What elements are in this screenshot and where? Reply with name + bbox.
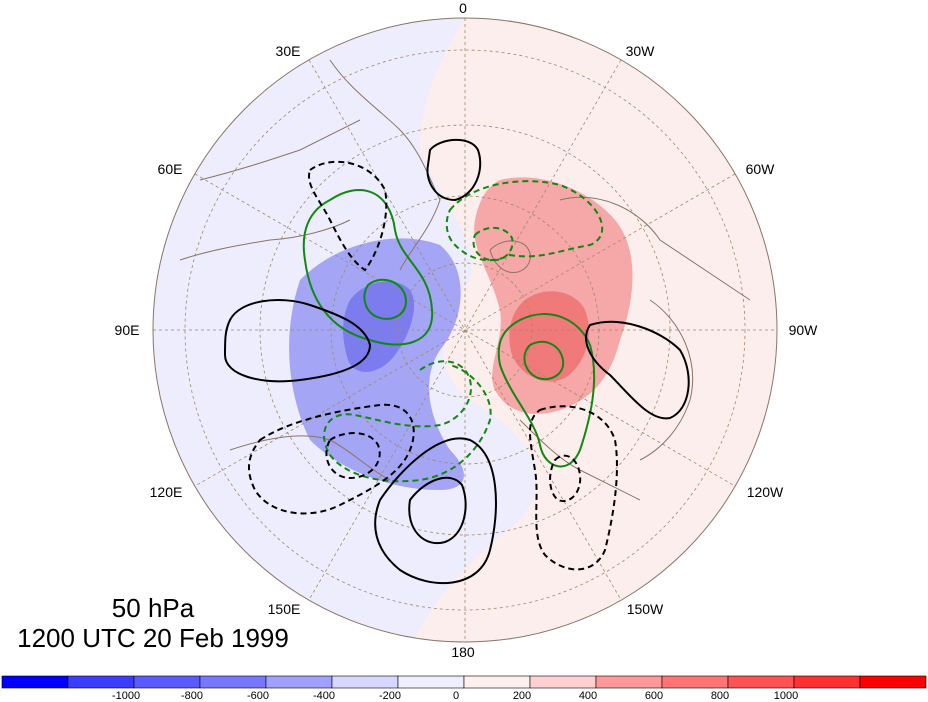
colorbar: -1000 -800 -600 -400 -200 0 200 400 600 800 1000 bbox=[1, 675, 927, 702]
colorbar-segment bbox=[661, 675, 729, 689]
colorbar-tick-label: 400 bbox=[579, 690, 597, 702]
lon-label-60e: 60E bbox=[158, 161, 183, 177]
black-solid-contour-southwest bbox=[374, 437, 497, 585]
colorbar-tick-label: -800 bbox=[181, 690, 203, 702]
colorbar-segment bbox=[727, 675, 795, 689]
colorbar-segment bbox=[331, 675, 399, 689]
black-solid-contour-east bbox=[223, 299, 372, 383]
lon-label-150w: 150W bbox=[627, 601, 664, 617]
black-solid-contour-southwest-inner bbox=[408, 476, 467, 545]
colorbar-segment bbox=[265, 675, 333, 689]
colorbar-segment bbox=[67, 675, 135, 689]
colorbar-segment bbox=[1, 675, 69, 689]
colorbar-segment bbox=[859, 675, 927, 689]
lon-label-120w: 120W bbox=[747, 484, 784, 500]
green-dashed-contour-north-inner bbox=[472, 226, 514, 262]
colorbar-tick-label: -1000 bbox=[112, 690, 140, 702]
green-solid-contour-west bbox=[497, 313, 596, 468]
colorbar-segment bbox=[595, 675, 663, 689]
colorbar-tick-label: 1000 bbox=[774, 690, 798, 702]
positive-anomaly-core bbox=[509, 291, 589, 382]
datetime-title: 1200 UTC 20 Feb 1999 bbox=[17, 623, 289, 653]
lon-label-90e: 90E bbox=[115, 322, 140, 338]
map-disk bbox=[153, 18, 777, 642]
black-dashed-contour-southwest-w bbox=[529, 405, 618, 571]
colorbar-tick-label: 800 bbox=[711, 690, 729, 702]
green-dashed-contour-south bbox=[323, 360, 492, 483]
negative-anomaly-core bbox=[343, 281, 415, 372]
black-dashed-contour-south bbox=[248, 403, 415, 515]
map-outline bbox=[152, 17, 778, 643]
colorbar-tick-label: -400 bbox=[313, 690, 335, 702]
black-solid-contour-west bbox=[585, 320, 690, 420]
black-solid-contour-north bbox=[426, 138, 482, 202]
colorbar-segment bbox=[397, 675, 465, 689]
lon-label-90w: 90W bbox=[789, 322, 819, 338]
colorbar-segment bbox=[199, 675, 267, 689]
green-solid-contour-east-inner bbox=[363, 278, 407, 320]
lon-label-30w: 30W bbox=[626, 43, 656, 59]
colorbar-segment bbox=[529, 675, 597, 689]
pressure-level-title: 50 hPa bbox=[112, 593, 195, 623]
colorbar-tick-label: 200 bbox=[513, 690, 531, 702]
lon-label-0: 0 bbox=[459, 0, 467, 16]
colorbar-tick-label: -200 bbox=[379, 690, 401, 702]
green-dashed-contour-north bbox=[445, 180, 604, 262]
lon-label-180: 180 bbox=[451, 644, 475, 660]
colorbar-tick-label: 0 bbox=[453, 690, 459, 702]
longitude-labels: 0 30E 30W 60E 60W 90E 90W 120E 120W 150E… bbox=[115, 0, 819, 660]
green-solid-contour-west-inner bbox=[523, 340, 565, 380]
lon-label-150e: 150E bbox=[268, 601, 301, 617]
lon-label-60w: 60W bbox=[746, 161, 776, 177]
black-contours bbox=[223, 138, 690, 585]
colorbar-segment bbox=[793, 675, 861, 689]
colorbar-segment bbox=[133, 675, 201, 689]
green-solid-contour-east bbox=[302, 189, 434, 346]
green-contours bbox=[302, 180, 604, 483]
colorbar-tick-label: -600 bbox=[247, 690, 269, 702]
lon-label-120e: 120E bbox=[150, 484, 183, 500]
black-dashed-contour-north bbox=[308, 160, 388, 272]
colorbar-tick-label: 600 bbox=[645, 690, 663, 702]
colorbar-segment bbox=[463, 675, 531, 689]
lon-label-30e: 30E bbox=[276, 43, 301, 59]
